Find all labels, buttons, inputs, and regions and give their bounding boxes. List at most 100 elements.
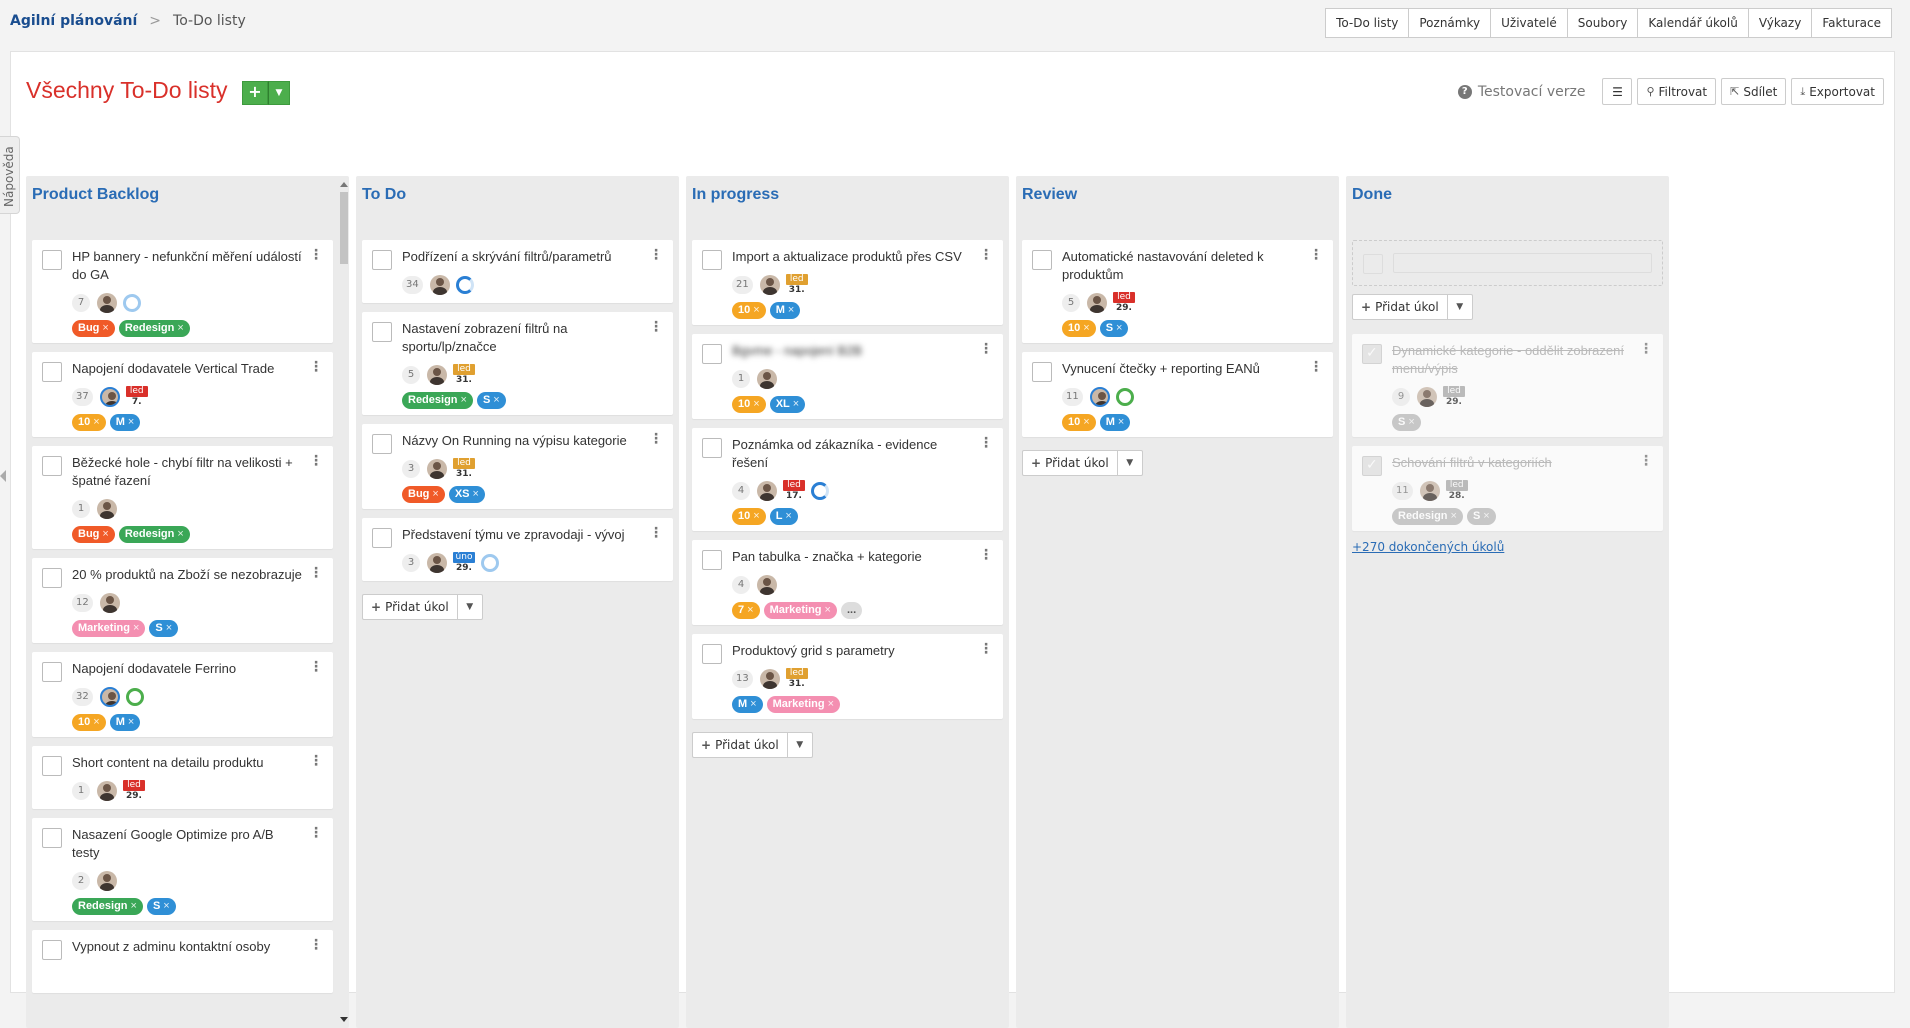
tag[interactable]: 10 × xyxy=(72,414,106,431)
add-task-label[interactable]: + Přidat úkol xyxy=(363,595,458,619)
task-card[interactable]: ⋮ Nastavení zobrazení filtrů na sportu/l… xyxy=(362,312,673,415)
add-list-dropdown[interactable]: ▼ xyxy=(268,81,290,105)
remove-tag-icon[interactable]: × xyxy=(747,604,754,616)
nav-invoicing[interactable]: Fakturace xyxy=(1811,8,1892,38)
task-checkbox[interactable] xyxy=(1032,250,1052,270)
tag[interactable]: S × xyxy=(1099,320,1129,337)
more-vertical-icon[interactable]: ⋮ xyxy=(649,247,663,263)
remove-tag-icon[interactable]: × xyxy=(787,304,795,316)
task-card[interactable]: ⋮ HP bannery - nefunkční měření událostí… xyxy=(32,240,333,343)
tag[interactable]: L × xyxy=(769,508,798,525)
remove-tag-icon[interactable]: × xyxy=(824,604,831,616)
task-checkbox[interactable] xyxy=(702,644,722,664)
task-checkbox[interactable] xyxy=(372,434,392,454)
tag[interactable]: Bug × xyxy=(72,320,115,337)
tag[interactable]: M × xyxy=(769,302,801,319)
more-vertical-icon[interactable]: ⋮ xyxy=(309,247,323,263)
more-vertical-icon[interactable]: ⋮ xyxy=(649,319,663,335)
task-card[interactable]: ⋮ Napojení dodavatele Vertical Trade 37 … xyxy=(32,352,333,437)
share-button[interactable]: ⇱ Sdílet xyxy=(1721,78,1787,105)
task-checkbox[interactable] xyxy=(372,528,392,548)
help-tab[interactable]: Nápověda xyxy=(0,136,20,214)
task-checkbox[interactable] xyxy=(372,322,392,342)
remove-tag-icon[interactable]: × xyxy=(460,394,467,406)
task-card[interactable]: ⋮ Pan tabulka - značka + kategorie 4 7 × … xyxy=(692,540,1003,625)
remove-tag-icon[interactable]: × xyxy=(93,416,100,428)
remove-tag-icon[interactable]: × xyxy=(472,488,479,500)
more-tags[interactable]: ... xyxy=(840,602,863,619)
avatar[interactable] xyxy=(99,593,120,613)
scrollbar-thumb[interactable] xyxy=(340,192,348,264)
show-completed-link[interactable]: +270 dokončených úkolů xyxy=(1352,540,1505,554)
remove-tag-icon[interactable]: × xyxy=(1483,510,1490,522)
task-card[interactable]: ⋮ Názvy On Running na výpisu kategorie 3… xyxy=(362,424,673,509)
more-vertical-icon[interactable]: ⋮ xyxy=(979,547,993,563)
add-task-button[interactable]: + Přidat úkol ▼ xyxy=(1022,450,1143,476)
remove-tag-icon[interactable]: × xyxy=(1083,416,1090,428)
remove-tag-icon[interactable]: × xyxy=(753,510,760,522)
add-task-button[interactable]: + Přidat úkol ▼ xyxy=(692,732,813,758)
task-checkbox[interactable] xyxy=(42,756,62,776)
caret-down-icon[interactable]: ▼ xyxy=(796,740,804,750)
remove-tag-icon[interactable]: × xyxy=(1083,322,1090,334)
remove-tag-icon[interactable]: × xyxy=(130,900,137,912)
remove-tag-icon[interactable]: × xyxy=(753,398,760,410)
more-vertical-icon[interactable]: ⋮ xyxy=(979,341,993,357)
avatar[interactable] xyxy=(757,575,777,595)
more-vertical-icon[interactable]: ⋮ xyxy=(1309,359,1323,375)
add-task-label[interactable]: + Přidat úkol xyxy=(1353,295,1448,319)
more-vertical-icon[interactable]: ⋮ xyxy=(309,659,323,675)
tag[interactable]: 10 × xyxy=(732,396,766,413)
task-card[interactable]: ⋮ Podřízení a skrývání filtrů/parametrů … xyxy=(362,240,673,303)
task-checkbox[interactable] xyxy=(42,362,62,382)
task-checkbox[interactable] xyxy=(702,344,722,364)
remove-tag-icon[interactable]: × xyxy=(127,716,135,728)
add-task-label[interactable]: + Přidat úkol xyxy=(1023,451,1118,475)
tag[interactable]: 10 × xyxy=(1062,320,1096,337)
avatar[interactable] xyxy=(757,481,777,501)
new-task-placeholder[interactable] xyxy=(1352,240,1663,286)
more-vertical-icon[interactable]: ⋮ xyxy=(309,359,323,375)
task-card-done[interactable]: ⋮ Schování filtrů v kategoriích 11 led28… xyxy=(1352,446,1663,531)
add-task-button[interactable]: + Přidat úkol ▼ xyxy=(362,594,483,620)
nav-files[interactable]: Soubory xyxy=(1566,8,1639,38)
remove-tag-icon[interactable]: × xyxy=(177,322,184,334)
remove-tag-icon[interactable]: × xyxy=(177,528,184,540)
tag[interactable]: Redesign × xyxy=(72,898,143,915)
avatar[interactable] xyxy=(429,275,450,295)
remove-tag-icon[interactable]: × xyxy=(753,304,760,316)
more-vertical-icon[interactable]: ⋮ xyxy=(1639,341,1653,357)
remove-tag-icon[interactable]: × xyxy=(432,488,439,500)
tag[interactable]: Redesign × xyxy=(118,526,190,543)
view-menu-button[interactable]: ☰ xyxy=(1602,78,1633,105)
add-task-label[interactable]: + Přidat úkol xyxy=(693,733,788,757)
avatar[interactable] xyxy=(99,387,120,407)
scroll-up-icon[interactable] xyxy=(340,182,348,187)
tag[interactable]: M × xyxy=(109,714,141,731)
task-card[interactable]: ⋮ Short content na detailu produktu 1 le… xyxy=(32,746,333,809)
avatar[interactable] xyxy=(759,275,780,295)
task-card[interactable]: ⋮ 20 % produktů na Zboží se nezobrazuje … xyxy=(32,558,333,643)
tag[interactable]: 10 × xyxy=(72,714,106,731)
more-vertical-icon[interactable]: ⋮ xyxy=(649,525,663,541)
task-checkbox[interactable] xyxy=(702,438,722,458)
nav-notes[interactable]: Poznámky xyxy=(1408,8,1492,38)
tag[interactable]: Redesign × xyxy=(118,320,190,337)
task-card[interactable]: ⋮ Nasazení Google Optimize pro A/B testy… xyxy=(32,818,333,921)
task-checkbox[interactable] xyxy=(42,568,62,588)
avatar[interactable] xyxy=(97,781,117,801)
nav-reports[interactable]: Výkazy xyxy=(1747,8,1813,38)
task-card[interactable]: ⋮ Představení týmu ve zpravodaji - vývoj… xyxy=(362,518,673,581)
tag[interactable]: Marketing × xyxy=(766,696,841,713)
add-list-button[interactable]: + xyxy=(242,81,268,105)
tag[interactable]: Redesign × xyxy=(402,392,473,409)
nav-todo-lists[interactable]: To-Do listy xyxy=(1325,8,1410,38)
tag[interactable]: XL × xyxy=(769,396,806,413)
task-card[interactable]: ⋮ Vynucení čtečky + reporting EANů 11 10… xyxy=(1022,352,1333,437)
tag[interactable]: Redesign × xyxy=(1392,508,1463,525)
more-vertical-icon[interactable]: ⋮ xyxy=(1639,453,1653,469)
scroll-down-icon[interactable] xyxy=(340,1017,348,1022)
remove-tag-icon[interactable]: × xyxy=(827,698,835,710)
new-task-input[interactable] xyxy=(1393,253,1652,273)
export-button[interactable]: ⤓ Exportovat xyxy=(1791,78,1884,105)
